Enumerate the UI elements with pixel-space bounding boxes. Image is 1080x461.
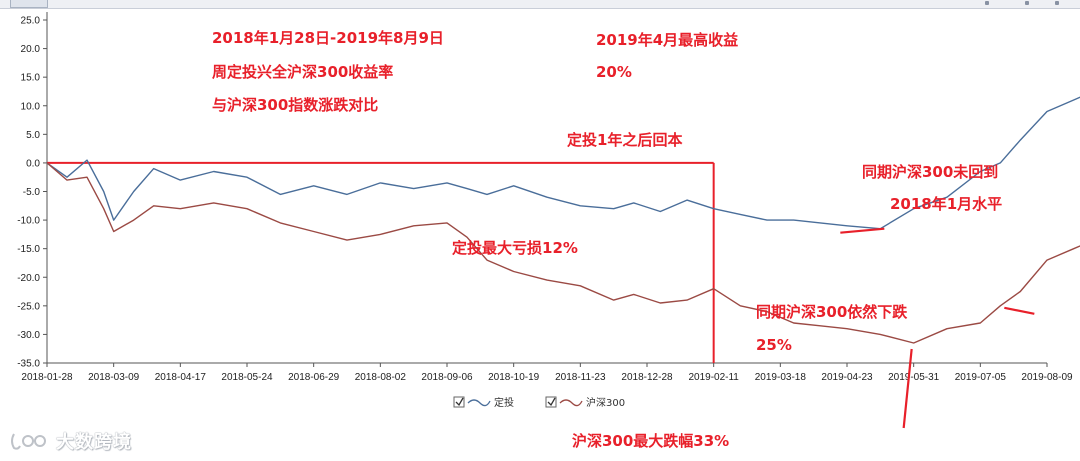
x-tick-label: 2018-06-29	[288, 372, 340, 383]
annotation-hs-max-drop: 沪深300最大跌幅33%	[572, 432, 729, 450]
window-tab[interactable]	[10, 0, 48, 8]
annotation-hs-not-back-line2: 2018年1月水平	[890, 195, 1002, 213]
y-tick-label: -5.0	[23, 187, 41, 198]
axes: 25.0 20.0 15.0 10.0 5.0 0.0 -5.0 -10.0 -15.0 -20.…	[17, 12, 1073, 383]
pointer-hs-down	[1004, 306, 1035, 315]
window-button-icon[interactable]	[1055, 1, 1059, 5]
annotation-layer: 2018年1月28日-2019年8月9日 周定投兴全沪深300收益率 与沪深30…	[212, 29, 1035, 450]
legend-label-series1: 定投	[494, 396, 514, 409]
annotation-hs-down-line1: 同期沪深300依然下跌	[756, 303, 908, 321]
x-tick-label: 2018-04-17	[155, 372, 207, 383]
y-tick-label: 10.0	[21, 101, 41, 112]
legend-swatch-series1	[467, 399, 491, 407]
pointer-max-loss	[840, 227, 885, 234]
annotation-title-line3: 与沪深300指数涨跌对比	[212, 96, 378, 114]
y-tick-label: -20.0	[17, 273, 40, 284]
y-tick-label: 0.0	[26, 158, 40, 169]
legend-item-series2[interactable]: 沪深300	[545, 396, 625, 409]
window-button-icon[interactable]	[985, 1, 989, 5]
y-tick-label: -30.0	[17, 330, 40, 341]
legend-swatch-series2	[559, 399, 583, 407]
watermark: 大数跨境	[8, 428, 158, 454]
y-tick-label: 25.0	[21, 16, 41, 27]
annotation-title-line2: 周定投兴全沪深300收益率	[212, 63, 393, 81]
series-line-1	[46, 96, 1080, 230]
x-tick-label: 2019-04-23	[821, 372, 873, 383]
x-tick-label: 2018-12-28	[621, 372, 673, 383]
annotation-breakeven: 定投1年之后回本	[567, 131, 682, 149]
watermark-text: 大数跨境	[56, 432, 132, 453]
y-tick-label: 15.0	[21, 73, 41, 84]
watermark-logo-icon	[8, 430, 50, 452]
reference-lines	[47, 161, 715, 363]
y-tick-label: 20.0	[21, 44, 41, 55]
checkbox-icon[interactable]	[453, 396, 465, 408]
x-tick-label: 2019-08-09	[1021, 372, 1073, 383]
series-line-2	[46, 162, 1080, 344]
y-tick-label: -35.0	[17, 359, 40, 370]
annotation-hs-not-back-line1: 同期沪深300未回到	[862, 163, 998, 181]
x-tick-label: 2018-03-09	[88, 372, 140, 383]
window-button-icon[interactable]	[1025, 1, 1029, 5]
annotation-peak-line2: 20%	[596, 63, 632, 81]
x-tick-label: 2018-11-23	[555, 372, 606, 383]
series-layer	[46, 96, 1080, 344]
x-tick-label: 2019-07-05	[955, 372, 1007, 383]
pointer-hs-max-drop	[902, 348, 913, 429]
annotation-peak-line1: 2019年4月最高收益	[596, 31, 738, 49]
annotation-title-line1: 2018年1月28日-2019年8月9日	[212, 29, 444, 47]
legend: 定投 沪深300	[453, 396, 625, 409]
x-tick-label: 2018-09-06	[421, 372, 473, 383]
legend-label-series2: 沪深300	[586, 396, 625, 409]
annotation-hs-down-line2: 25%	[756, 336, 792, 354]
x-tick-label: 2019-02-11	[688, 372, 739, 383]
x-tick-label: 2019-03-18	[755, 372, 807, 383]
check-icon	[547, 397, 556, 407]
y-tick-label: 5.0	[26, 130, 40, 141]
checkbox-icon[interactable]	[545, 396, 557, 408]
x-tick-label: 2018-10-19	[488, 372, 540, 383]
x-tick-label: 2018-05-24	[221, 372, 273, 383]
x-tick-label: 2019-05-31	[888, 372, 940, 383]
y-tick-label: -25.0	[17, 301, 40, 312]
annotation-max-loss: 定投最大亏损12%	[452, 239, 578, 257]
check-icon	[455, 397, 464, 407]
y-tick-label: -15.0	[17, 244, 40, 255]
x-tick-label: 2018-08-02	[355, 372, 407, 383]
x-tick-label: 2018-01-28	[21, 372, 73, 383]
y-tick-label: -10.0	[17, 216, 40, 227]
window-top-strip	[0, 0, 1080, 9]
legend-item-series1[interactable]: 定投	[453, 396, 514, 409]
